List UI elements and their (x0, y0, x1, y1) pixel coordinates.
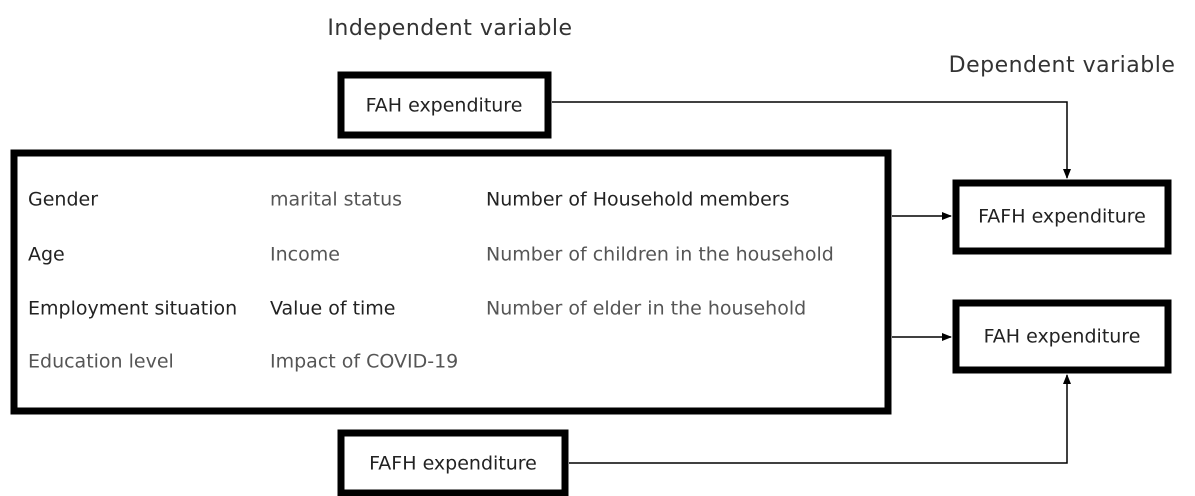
factor: Age (28, 244, 65, 266)
factors-box (10, 149, 892, 415)
arrow (569, 374, 1071, 464)
independent-label: Independent variable (327, 16, 572, 41)
factor: Number of elder in the household (486, 298, 806, 320)
factor: marital status (270, 189, 402, 211)
bottom-input: FAFH expenditure (369, 453, 537, 475)
lower-output-box (952, 299, 1172, 374)
factor: Number of Household members (486, 189, 789, 211)
factor: Income (270, 244, 340, 266)
factor: Value of time (270, 298, 396, 320)
top-input-box (337, 71, 552, 139)
factor: Employment situation (28, 298, 237, 320)
factor: Education level (28, 351, 174, 373)
dependent-label: Dependent variable (949, 53, 1176, 78)
lower-output: FAH expenditure (984, 326, 1141, 348)
factor: Impact of COVID-19 (270, 351, 458, 373)
bottom-input-box (337, 429, 569, 496)
factors: Gender marital status Number of Househol… (28, 189, 834, 373)
upper-output-box (952, 179, 1172, 255)
factor: Number of children in the household (486, 244, 834, 266)
upper-output: FAFH expenditure (978, 206, 1146, 228)
top-input: FAH expenditure (366, 95, 523, 117)
arrow (552, 101, 1071, 179)
factor: Gender (28, 189, 98, 211)
